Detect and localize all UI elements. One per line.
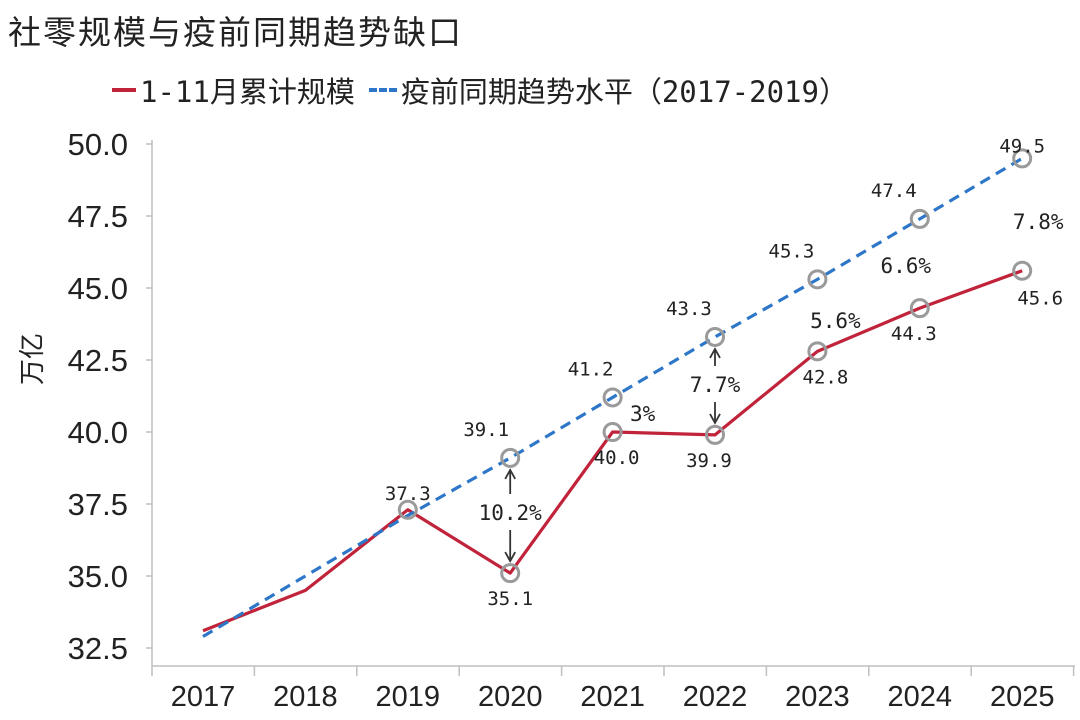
x-tick-label: 2018 — [273, 681, 338, 713]
gap-label: 3% — [630, 402, 656, 426]
data-point-marker — [807, 269, 828, 290]
data-label: 43.3 — [666, 298, 712, 320]
y-tick-label: 35.0 — [68, 559, 128, 594]
data-point-marker — [1012, 260, 1033, 281]
axes: 32.5 35.0 37.5 40.0 42.5 45.0 47.5 50.0 2017 2018… — [68, 127, 1075, 713]
y-tick-label: 37.5 — [68, 487, 128, 522]
series-line-2 — [202, 157, 1024, 638]
gap-arrow-up-head — [504, 468, 516, 480]
data-point-marker — [500, 563, 521, 584]
y-tick-label: 45.0 — [68, 271, 128, 306]
data-point-marker — [602, 422, 623, 442]
data-point-marker — [1012, 148, 1033, 169]
x-tick-label: 2020 — [478, 681, 543, 713]
series-lines — [202, 157, 1024, 638]
y-tick-label: 40.0 — [68, 415, 128, 450]
data-label: 39.9 — [686, 450, 732, 472]
markers — [397, 148, 1033, 584]
y-tick-label: 50.0 — [68, 127, 128, 162]
data-label: 42.8 — [803, 366, 849, 388]
gap-label: 7.8% — [1013, 210, 1064, 234]
data-label: 47.4 — [871, 180, 917, 202]
gap-label: 5.6% — [810, 309, 861, 333]
data-label: 41.2 — [568, 358, 614, 380]
legend-label-series-1: 1-11月累计规模 — [140, 75, 355, 109]
data-label: 35.1 — [487, 588, 533, 610]
y-tick-label: 47.5 — [68, 199, 128, 234]
data-labels: 37.3 35.1 40.0 39.9 42.8 44.3 45.6 39.1 41.2 43.3… — [385, 135, 1064, 610]
data-point-marker — [705, 424, 725, 445]
data-label: 45.6 — [1017, 288, 1063, 310]
data-point-marker — [500, 447, 521, 468]
x-tick-label: 2022 — [683, 681, 748, 713]
series-line-1 — [202, 269, 1023, 633]
data-point-marker — [909, 208, 930, 229]
gap-arrow-down-head — [504, 551, 516, 563]
legend-label-series-2: 疫前同期趋势水平（2017-2019） — [400, 75, 848, 109]
data-point-marker — [705, 326, 725, 347]
data-label: 45.3 — [769, 240, 815, 262]
data-point-marker — [397, 499, 418, 520]
x-tick-label: 2023 — [785, 681, 850, 713]
x-tick-label: 2025 — [990, 681, 1055, 713]
x-tick-label: 2021 — [580, 681, 645, 713]
x-tick-label: 2024 — [888, 681, 953, 713]
data-label: 39.1 — [463, 419, 509, 441]
legend-item-series-1: 1-11月累计规模 — [112, 69, 355, 111]
data-point-marker — [909, 298, 930, 319]
x-tick-label: 2019 — [376, 681, 441, 713]
gap-label: 6.6% — [881, 254, 932, 278]
legend-swatch-dashed — [368, 88, 397, 92]
legend-item-series-2: 疫前同期趋势水平（2017-2019） — [368, 69, 848, 111]
x-tick-label: 2017 — [171, 681, 236, 713]
data-label: 40.0 — [594, 447, 640, 469]
gap-label: 7.7% — [690, 373, 741, 397]
gap-arrow-up-head — [709, 347, 721, 359]
gap-label: 10.2% — [479, 501, 543, 525]
data-label: 49.5 — [999, 135, 1045, 157]
y-tick-label: 42.5 — [68, 343, 128, 378]
data-label: 37.3 — [385, 483, 431, 505]
data-point-marker — [602, 387, 623, 408]
data-point-marker — [807, 341, 828, 362]
gap-arrow-down-head — [709, 413, 721, 425]
chart-title: 社零规模与疫前同期趋势缺口 — [8, 13, 463, 52]
data-label: 44.3 — [891, 323, 937, 345]
legend: 1-11月累计规模 疫前同期趋势水平（2017-2019） — [112, 70, 862, 110]
y-tick-label: 32.5 — [68, 631, 128, 666]
legend-swatch-solid — [112, 88, 136, 92]
